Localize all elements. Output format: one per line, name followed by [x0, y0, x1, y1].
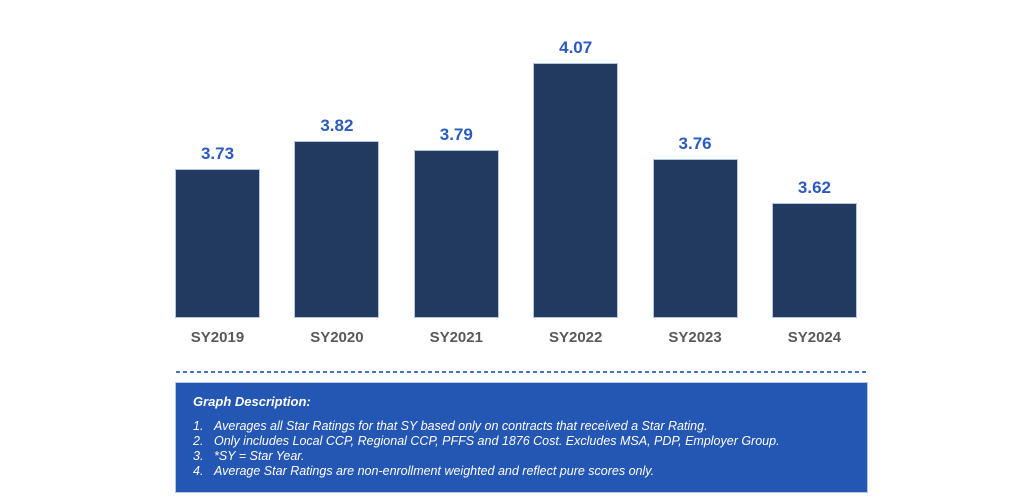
bar [175, 169, 260, 318]
x-axis-labels: SY2019 SY2020 SY2021 SY2022 SY2023 SY2024 [175, 330, 857, 345]
bar-column: 4.07 [533, 38, 619, 318]
x-axis-tick-label: SY2020 [310, 329, 364, 346]
bar-chart-plot-area: 3.73 3.82 3.79 4.07 3.76 3.62 [175, 0, 857, 318]
graph-description-title: Graph Description: [193, 394, 311, 409]
graph-description-list: 1. Averages all Star Ratings for that SY … [193, 419, 851, 479]
bar-column: 3.76 [652, 134, 738, 318]
dashed-separator-line [176, 371, 868, 373]
graph-description-item: 4. Average Star Ratings are non-enrollmen… [193, 464, 851, 479]
x-axis-tick-label: SY2024 [787, 329, 842, 346]
graph-description-item-text: Only includes Local CCP, Regional CCP, P… [214, 434, 780, 448]
bar-value-label: 3.62 [797, 178, 831, 197]
graph-description-item-text: *SY = Star Year. [214, 449, 305, 463]
x-axis-tick-label: SY2021 [429, 329, 483, 346]
graph-description-item-number: 2. [193, 434, 204, 448]
bar-value-label: 3.82 [320, 116, 354, 135]
bar-value-label: 3.76 [678, 134, 712, 153]
bar [413, 150, 499, 318]
graph-description-item: 1. Averages all Star Ratings for that SY … [193, 419, 851, 434]
bar-column: 3.79 [413, 125, 499, 318]
bar-column: 3.82 [294, 116, 380, 318]
x-axis-tick-label: SY2023 [668, 329, 722, 346]
bar [294, 141, 380, 318]
bar-column: 3.73 [175, 145, 260, 318]
graph-description-item: 3. *SY = Star Year. [193, 449, 851, 464]
x-axis-tick-label: SY2019 [190, 329, 245, 346]
bar-value-label: 3.73 [200, 144, 235, 163]
bar-column: 3.62 [771, 178, 857, 318]
graph-description-item-number: 1. [193, 419, 204, 433]
graph-description-box: Graph Description: 1. Averages all Star R… [175, 382, 868, 493]
graph-description-item: 2. Only includes Local CCP, Regional CCP,… [193, 434, 851, 449]
bar [533, 63, 619, 318]
bar [771, 203, 857, 318]
graph-description-item-text: Average Star Ratings are non-enrollment … [214, 464, 655, 478]
graph-description-item-number: 4. [193, 464, 204, 478]
bar-value-label: 4.07 [559, 38, 593, 57]
x-axis-tick-label: SY2022 [548, 329, 603, 346]
graph-description-item-text: Averages all Star Ratings for that SY ba… [214, 419, 708, 433]
graph-description-item-number: 3. [193, 449, 204, 463]
bar-value-label: 3.79 [439, 125, 473, 144]
bar [652, 159, 738, 318]
